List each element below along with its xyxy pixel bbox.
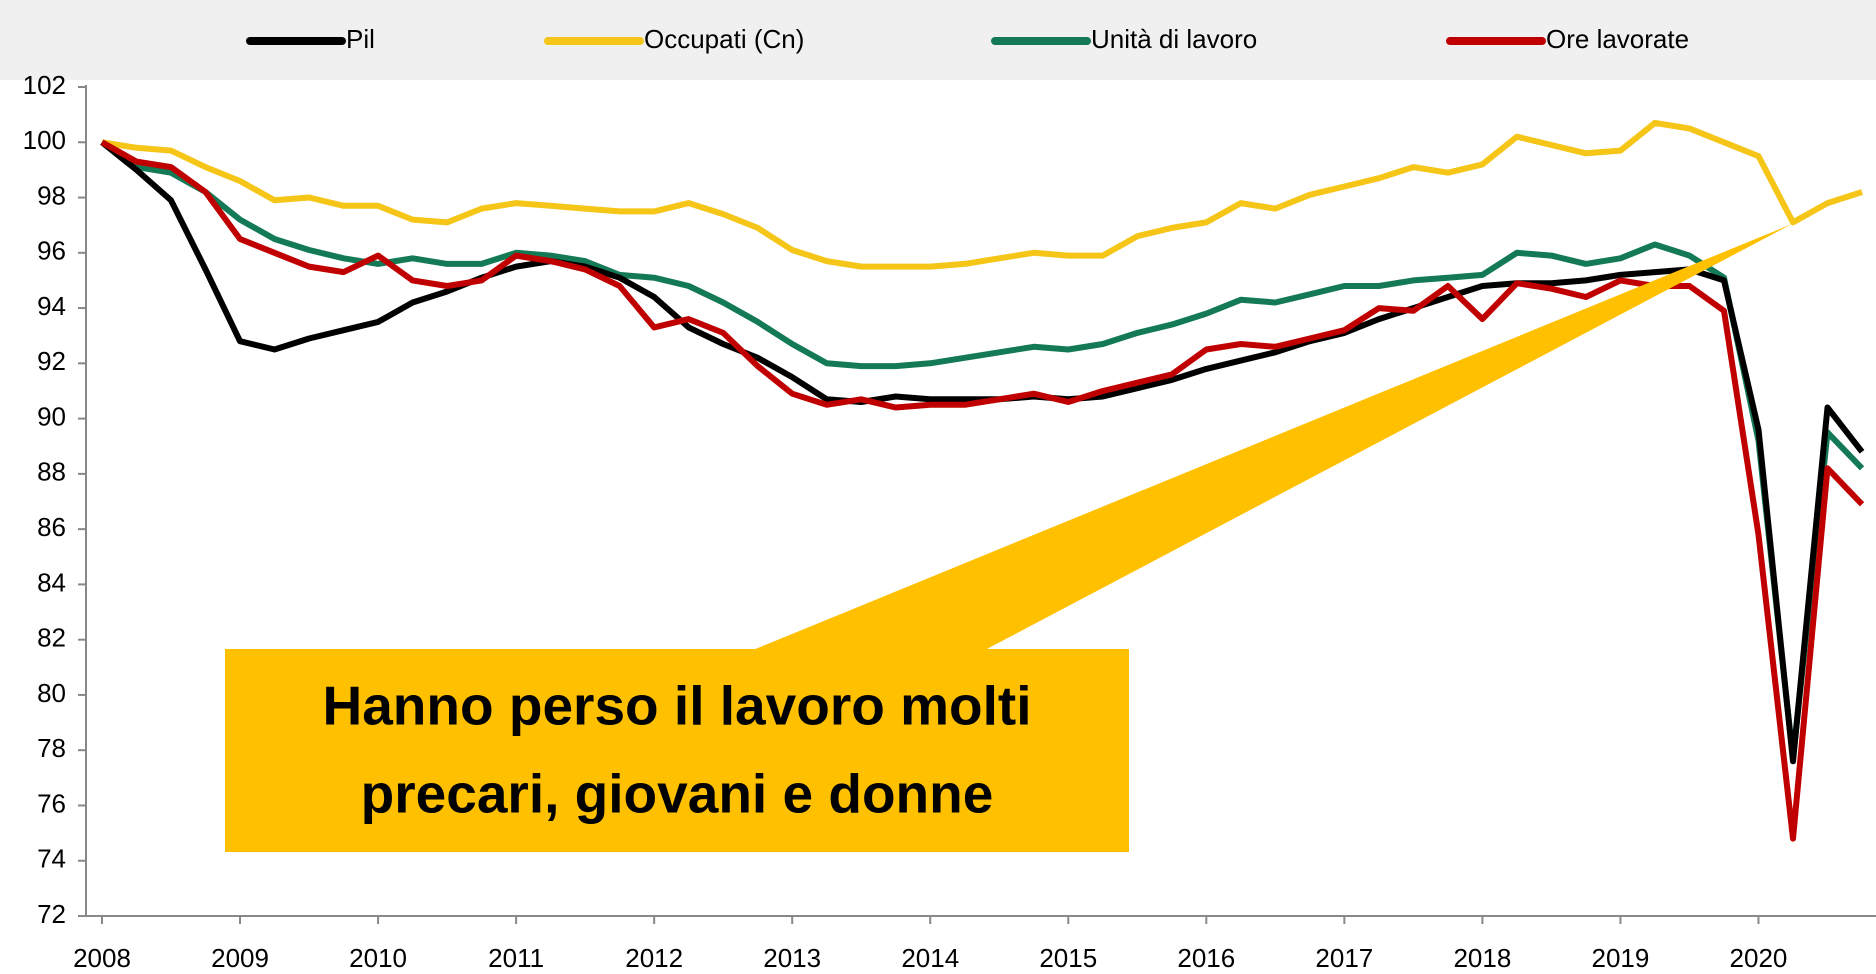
y-tick-label: 92 — [37, 346, 66, 376]
legend-label: Ore lavorate — [1546, 24, 1689, 54]
x-tick-label: 2012 — [625, 943, 683, 973]
y-tick-label: 88 — [37, 457, 66, 487]
x-tick-label: 2014 — [901, 943, 959, 973]
annotation: precari, giovani e donne — [361, 763, 994, 825]
x-tick-label: 2015 — [1039, 943, 1097, 973]
y-tick-label: 74 — [37, 844, 66, 874]
x-tick-label: 2018 — [1453, 943, 1511, 973]
x-tick-label: 2013 — [763, 943, 821, 973]
y-tick-label: 76 — [37, 788, 66, 818]
annotation: Hanno perso il lavoro molti — [323, 675, 1032, 737]
callout-box — [225, 649, 1129, 852]
series-line — [100, 139, 1865, 842]
x-tick-label: 2019 — [1592, 943, 1650, 973]
x-tick-label: 2008 — [73, 943, 131, 973]
y-tick-label: 94 — [37, 291, 66, 321]
legend-label: Pil — [346, 24, 375, 54]
x-tick-label: 2011 — [488, 943, 544, 973]
y-tick-label: 84 — [37, 567, 66, 597]
legend-label: Occupati (Cn) — [644, 24, 804, 54]
y-tick-label: 90 — [37, 401, 66, 431]
y-tick-label: 82 — [37, 623, 66, 653]
x-tick-label: 2017 — [1315, 943, 1373, 973]
x-tick-label: 2016 — [1177, 943, 1235, 973]
y-tick-label: 72 — [37, 899, 66, 929]
y-tick-label: 78 — [37, 733, 66, 763]
x-tick-label: 2020 — [1730, 943, 1788, 973]
legend-label: Unità di lavoro — [1091, 24, 1257, 54]
y-tick-label: 100 — [23, 125, 66, 155]
series-line — [101, 119, 1863, 270]
y-tick-label: 96 — [37, 236, 66, 266]
x-tick-label: 2009 — [211, 943, 269, 973]
y-tick-label: 98 — [37, 180, 66, 210]
y-tick-label: 86 — [37, 512, 66, 542]
y-tick-label: 102 — [23, 70, 66, 100]
x-tick-label: 2010 — [349, 943, 407, 973]
callout-pointer — [753, 224, 1792, 650]
series-line — [100, 139, 1865, 762]
y-tick-label: 80 — [37, 678, 66, 708]
